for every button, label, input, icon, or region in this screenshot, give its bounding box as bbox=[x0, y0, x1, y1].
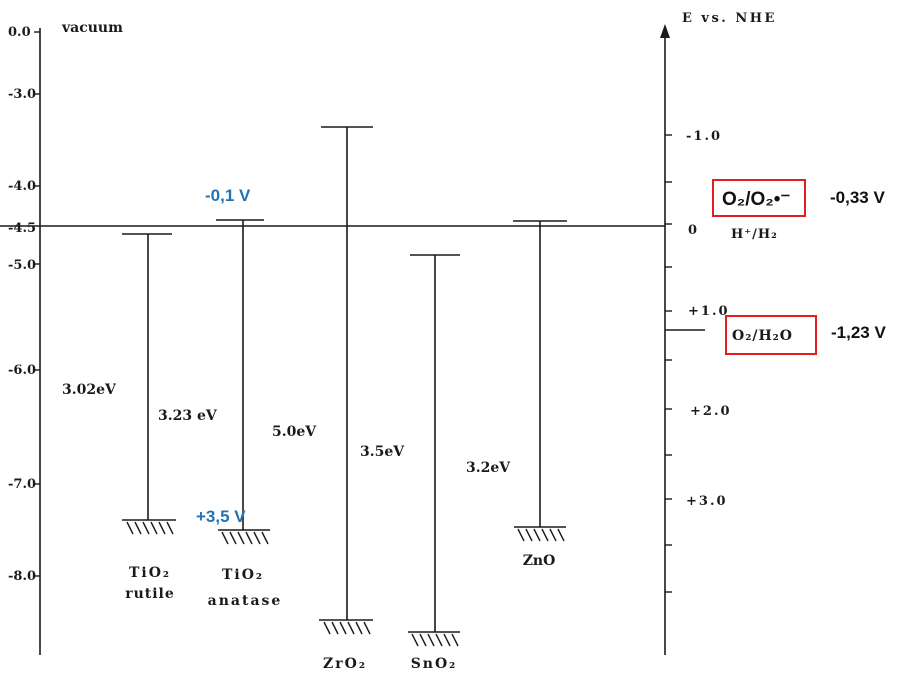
material-sno2: 3.5eV SnO₂ bbox=[360, 254, 460, 672]
right-tick-label: +2.0 bbox=[690, 404, 732, 419]
material-name: ZnO bbox=[523, 553, 556, 569]
material-zro2: 5.0eV ZrO₂ bbox=[272, 126, 373, 672]
left-tick-label: -4.0 bbox=[8, 179, 36, 194]
material-phase: anatase bbox=[208, 593, 283, 609]
left-axis-tick: -5.0 bbox=[8, 258, 40, 273]
redox-label: O₂/O₂•⁻ bbox=[722, 189, 790, 210]
right-axis-tick: 0 bbox=[665, 181, 697, 238]
arrow-up-icon bbox=[660, 24, 670, 38]
left-tick-label: -8.0 bbox=[8, 569, 36, 584]
hatch-icon bbox=[126, 521, 174, 535]
hatch-icon bbox=[323, 621, 371, 635]
material-name: ZrO₂ bbox=[323, 656, 367, 672]
redox-label: O₂/H₂O bbox=[732, 328, 793, 344]
left-tick-label: -3.0 bbox=[8, 87, 36, 102]
material-zno: 3.2eV ZnO bbox=[466, 220, 567, 569]
redox-label: H⁺/H₂ bbox=[731, 227, 778, 242]
band-gap-label: 5.0eV bbox=[272, 424, 317, 440]
right-tick-label: 0 bbox=[688, 223, 697, 238]
left-axis-tick: -4.0 bbox=[8, 179, 40, 194]
right-axis: E vs. NHE -1.0 0 +1.0 +2.0 +3.0 bbox=[660, 11, 777, 655]
band-gap-label: 3.5eV bbox=[360, 444, 405, 460]
redox-highlight-box bbox=[712, 179, 806, 217]
material-name: SnO₂ bbox=[411, 656, 458, 672]
left-tick-label: -6.0 bbox=[8, 363, 36, 378]
redox-h-plus-h2: H⁺/H₂ bbox=[731, 227, 778, 242]
left-axis-tick: -7.0 bbox=[8, 477, 40, 492]
left-axis-tick: -4.5 bbox=[8, 221, 36, 236]
left-tick-label: -7.0 bbox=[8, 477, 36, 492]
left-tick-label: -4.5 bbox=[8, 221, 36, 236]
hatch-icon bbox=[221, 531, 269, 545]
band-gap-label: 3.23 eV bbox=[158, 408, 218, 424]
right-axis-tick: -1.0 bbox=[665, 129, 722, 144]
redox-potential: -0,33 V bbox=[830, 188, 885, 207]
left-axis-tick: -6.0 bbox=[8, 363, 40, 378]
right-axis-tick: +3.0 bbox=[665, 454, 728, 593]
right-tick-label: +1.0 bbox=[688, 304, 730, 319]
right-axis-title: E vs. NHE bbox=[682, 11, 777, 26]
band-gap-label: 3.02eV bbox=[62, 382, 117, 398]
redox-o2-superoxide: O₂/O₂•⁻ -0,33 V bbox=[712, 179, 885, 217]
left-tick-label: -5.0 bbox=[8, 258, 36, 273]
left-axis: vacuum 0.0 -3.0 -4.0 -4.5 -5.0 -6.0 -7.0 bbox=[8, 20, 123, 655]
left-axis-tick: 0.0 bbox=[8, 25, 40, 40]
redox-highlight-box bbox=[725, 315, 817, 355]
band-gap-label: 3.2eV bbox=[466, 460, 511, 476]
left-axis-tick: -3.0 bbox=[8, 87, 40, 102]
right-tick-label: +3.0 bbox=[686, 494, 728, 509]
right-tick-label: -1.0 bbox=[686, 129, 722, 144]
redox-o2-h2o: O₂/H₂O -1,23 V bbox=[725, 315, 886, 355]
material-name: TiO₂ bbox=[222, 567, 264, 583]
material-phase: rutile bbox=[125, 586, 175, 602]
cb-potential-label: -0,1 V bbox=[205, 186, 251, 205]
left-axis-tick: -8.0 bbox=[8, 569, 40, 584]
material-name: TiO₂ bbox=[129, 565, 171, 581]
material-tio2-anatase: 3.23 eV -0,1 V +3,5 V TiO₂ anatase bbox=[158, 186, 283, 609]
right-axis-tick: +1.0 bbox=[665, 266, 730, 319]
vacuum-label: vacuum bbox=[61, 20, 123, 36]
material-tio2-rutile: 3.02eV TiO₂ rutile bbox=[62, 233, 176, 602]
left-tick-label: 0.0 bbox=[8, 25, 31, 40]
right-axis-tick: +2.0 bbox=[665, 359, 732, 419]
hatch-icon bbox=[411, 633, 459, 647]
redox-potential: -1,23 V bbox=[831, 323, 886, 342]
vb-potential-label: +3,5 V bbox=[196, 507, 246, 526]
hatch-icon bbox=[517, 528, 565, 542]
